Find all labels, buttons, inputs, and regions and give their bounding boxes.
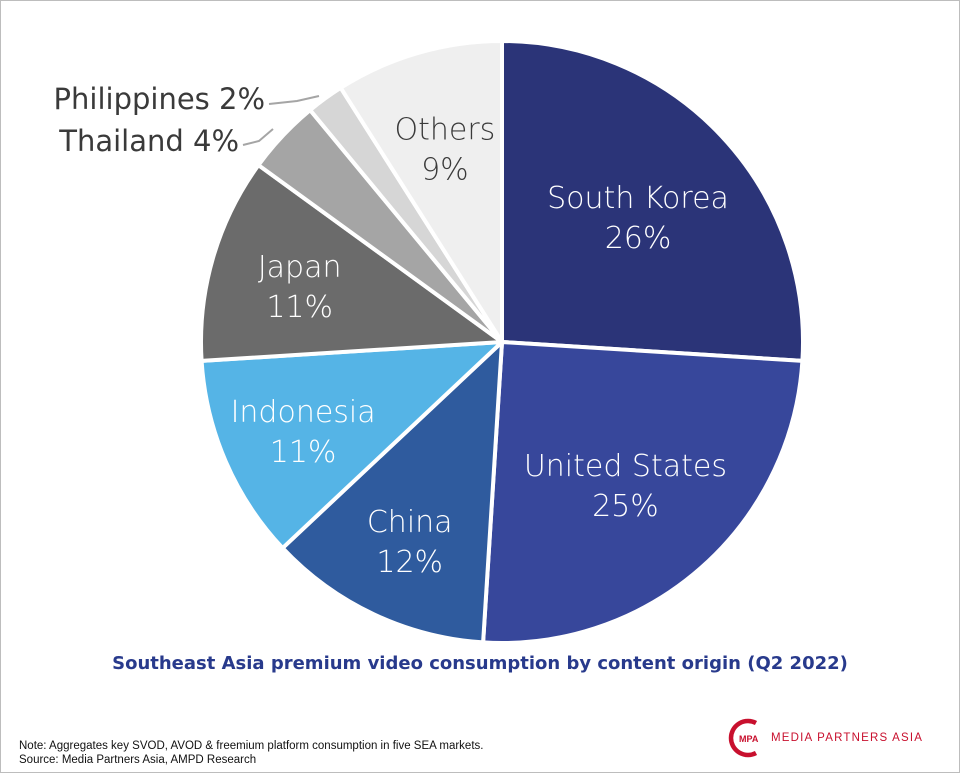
slice-label-name: China bbox=[367, 505, 453, 540]
slice-label-name: Others bbox=[394, 112, 495, 147]
footnote-source: Source: Media Partners Asia, AMPD Resear… bbox=[19, 754, 257, 766]
slice-label-value: 26% bbox=[605, 221, 672, 256]
slice-label-value: 25% bbox=[592, 489, 659, 524]
leader-line-philippines bbox=[268, 95, 320, 105]
slice-label-name: South Korea bbox=[547, 181, 729, 216]
slice-label-south-korea: South Korea 26% bbox=[547, 181, 729, 256]
logo-text: MPA bbox=[739, 734, 759, 744]
footnote: Note: Aggregates key SVOD, AVOD & freemi… bbox=[19, 739, 483, 767]
pie-slice-japan bbox=[199, 163, 504, 363]
leader-line-thailand bbox=[242, 128, 274, 146]
slice-label-indonesia: Indonesia 11% bbox=[231, 395, 376, 470]
slice-label-china: China 12% bbox=[367, 505, 453, 580]
slice-label-others: Others 9% bbox=[394, 112, 495, 187]
brand-name: MEDIA PARTNERS ASIA bbox=[771, 732, 924, 744]
slice-label-philippines: Philippines 2% bbox=[54, 82, 265, 116]
chart-title: Southeast Asia premium video consumption… bbox=[112, 653, 848, 674]
brand-logo: MPA MEDIA PARTNERS ASIA bbox=[725, 717, 923, 759]
slice-label-value: 12% bbox=[376, 545, 443, 580]
mpa-logo-icon: MPA bbox=[725, 717, 767, 759]
pie-slice-indonesia bbox=[199, 340, 504, 551]
footnote-note: Note: Aggregates key SVOD, AVOD & freemi… bbox=[19, 740, 484, 752]
pie-slice-china bbox=[280, 340, 504, 645]
slice-label-thailand: Thailand 4% bbox=[58, 124, 239, 158]
slice-label-value: 11% bbox=[266, 290, 333, 325]
slice-label-name: United States bbox=[524, 449, 727, 484]
pie-slice-united-states bbox=[481, 340, 805, 645]
slice-label-value: 9% bbox=[421, 152, 469, 187]
slice-label-name: Indonesia bbox=[231, 395, 376, 430]
slice-label-united-states: United States 25% bbox=[524, 449, 727, 524]
pie-slice-others bbox=[338, 39, 504, 344]
pie-slice-south-korea bbox=[500, 39, 805, 363]
slice-label-japan: Japan 11% bbox=[258, 250, 342, 325]
slice-label-value: 11% bbox=[270, 435, 337, 470]
slice-label-name: Japan bbox=[258, 250, 342, 285]
